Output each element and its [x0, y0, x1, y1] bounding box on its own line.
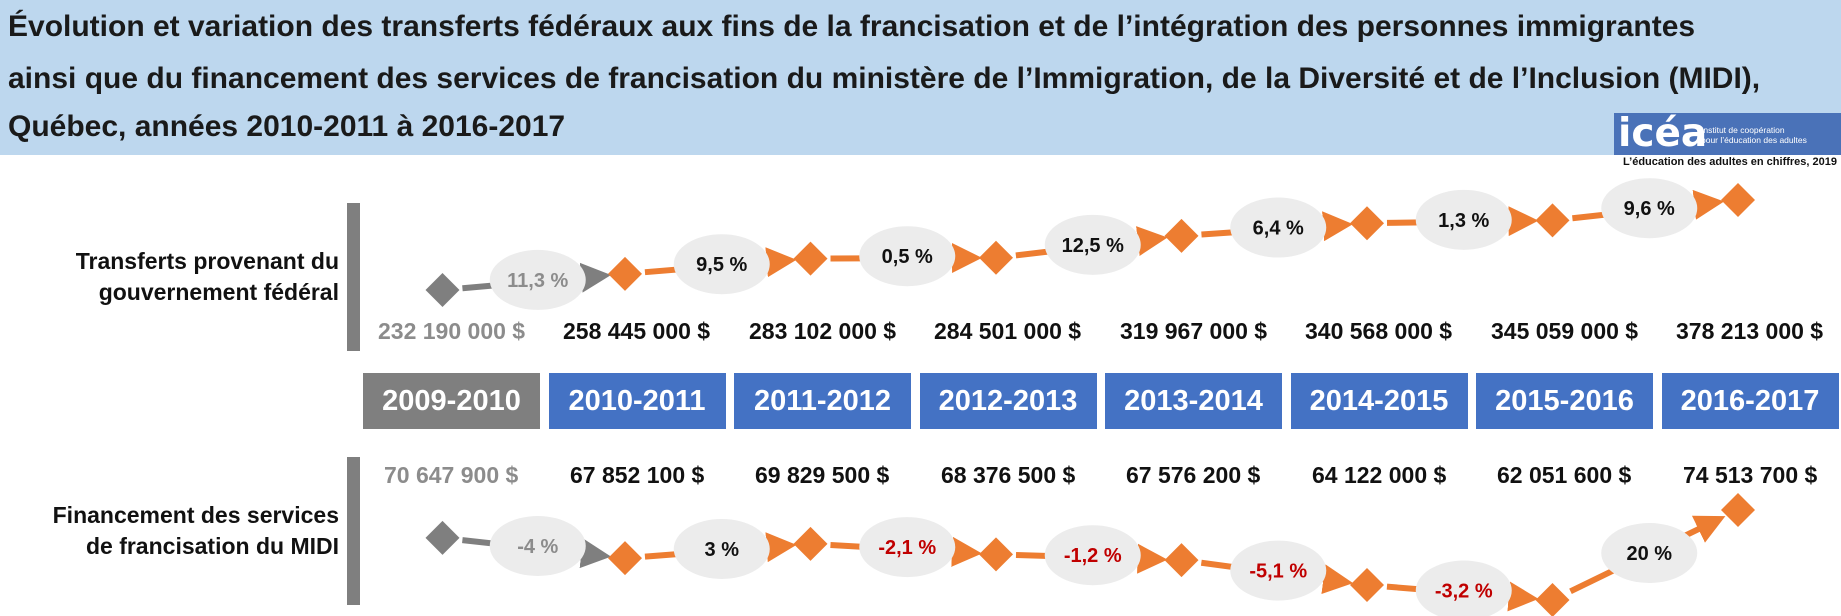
icea-logo: icéa Institut de coopération pour l’éduc…: [1614, 113, 1841, 155]
bottom-row-separator: [347, 457, 360, 605]
transferts-amount-2010-2011: 258 445 000 $: [563, 318, 711, 344]
financement-variation-label-2012-2013: -2,1 %: [878, 537, 936, 559]
transferts-variation-label-2011-2012: 9,5 %: [696, 254, 747, 276]
financement-marker-2009-2010: [425, 520, 460, 555]
financement-variation-label-2014-2015: -5,1 %: [1249, 561, 1307, 583]
financement-amount-2010-2011: 67 852 100 $: [570, 462, 705, 488]
transferts-variation-bubble-2010-2011: [489, 249, 586, 310]
transferts-variation-bubble-2013-2014: [1044, 214, 1141, 275]
financement-amount-2016-2017: 74 513 700 $: [1683, 462, 1818, 488]
transferts-variation-label-2010-2011: 11,3 %: [507, 270, 568, 292]
transferts-variation-label-2015-2016: 1,3 %: [1438, 210, 1489, 232]
transferts-marker-2013-2014: [1164, 218, 1199, 253]
financement-marker-2016-2017: [1721, 493, 1755, 527]
year-label-2012-2013: 2012-2013: [919, 373, 1097, 429]
title-line-2: ainsi que du financement des services de…: [8, 62, 1761, 95]
year-label-2015-2016: 2015-2016: [1476, 373, 1653, 429]
financement-variation-label-2016-2017: 20 %: [1626, 543, 1672, 565]
financement-variation-bubble-2010-2011: [489, 516, 586, 577]
title-line-3: Québec, années 2010-2011 à 2016-2017: [8, 110, 566, 143]
transferts-marker-2014-2015: [1350, 206, 1384, 241]
transferts-variation-bubble-2015-2016: [1415, 189, 1512, 250]
transferts-marker-2016-2017: [1721, 183, 1755, 217]
financement-variation-label-2013-2014: -1,2 %: [1064, 545, 1122, 567]
financement-amount-2012-2013: 68 376 500 $: [941, 462, 1076, 488]
transferts-amount-2014-2015: 340 568 000 $: [1305, 318, 1453, 344]
transferts-variation-bubble-2011-2012: [673, 234, 770, 295]
year-label-2010-2011: 2010-2011: [548, 373, 726, 429]
logo-mark: icéa: [1618, 111, 1708, 156]
year-label-2014-2015: 2014-2015: [1290, 373, 1468, 429]
transferts-amount-2015-2016: 345 059 000 $: [1491, 318, 1639, 344]
financement-variation-bubble-2011-2012: [673, 518, 770, 579]
series-label-financement: Financement des services de francisation…: [52, 502, 339, 559]
transferts-marker-2012-2013: [979, 240, 1013, 275]
financement-variation-label-2010-2011: -4 %: [517, 536, 558, 558]
transferts-variation-bubble-2012-2013: [859, 226, 956, 287]
transferts-amount-2016-2017: 378 213 000 $: [1676, 318, 1824, 344]
financement-marker-2011-2012: [793, 526, 828, 561]
financement-marker-2014-2015: [1350, 568, 1384, 603]
logo-subtitle-2: pour l’éducation des adultes: [1701, 135, 1807, 145]
series-label-transferts: Transferts provenant du gouvernement féd…: [75, 248, 339, 305]
financement-amount-2011-2012: 69 829 500 $: [755, 462, 890, 488]
transferts-variation-label-2013-2014: 12,5 %: [1062, 235, 1124, 257]
title-line-1: Évolution et variation des transferts fé…: [8, 10, 1696, 43]
transferts-variation-bubble-2016-2017: [1601, 178, 1698, 239]
financement-variation-label-2015-2016: -3,2 %: [1435, 581, 1493, 603]
top-row-separator: [347, 203, 360, 351]
financement-variation-bubble-2013-2014: [1044, 525, 1141, 586]
financement-marker-2010-2011: [608, 541, 642, 576]
financement-marker-2015-2016: [1535, 583, 1570, 616]
financement-amount-2009-2010: 70 647 900 $: [384, 462, 519, 488]
transferts-marker-2009-2010: [425, 273, 460, 307]
transferts-amount-2012-2013: 284 501 000 $: [934, 318, 1082, 344]
logo-caption: L’éducation des adultes en chiffres, 201…: [1623, 156, 1837, 168]
financement-amount-2014-2015: 64 122 000 $: [1312, 462, 1447, 488]
financement-variation-bubble-2015-2016: [1415, 560, 1512, 616]
transferts-variation-bubble-2014-2015: [1230, 197, 1327, 258]
financement-variation-bubble-2014-2015: [1230, 540, 1327, 601]
year-label-2011-2012: 2011-2012: [734, 373, 911, 429]
financement-variation-bubble-2012-2013: [859, 517, 956, 578]
title-banner: Évolution et variation des transferts fé…: [0, 0, 1841, 155]
transferts-amount-2013-2014: 319 967 000 $: [1120, 318, 1268, 344]
financement-variation-label-2011-2012: 3 %: [705, 539, 740, 561]
transferts-marker-2010-2011: [608, 256, 642, 291]
transferts-amount-2011-2012: 283 102 000 $: [749, 318, 897, 344]
transferts-amount-2009-2010: 232 190 000 $: [378, 318, 526, 344]
transferts-marker-2011-2012: [793, 241, 828, 276]
financement-amount-2015-2016: 62 051 600 $: [1497, 462, 1632, 488]
financement-marker-2012-2013: [979, 537, 1013, 572]
transferts-variation-label-2012-2013: 0,5 %: [882, 246, 933, 268]
transferts-variation-label-2014-2015: 6,4 %: [1253, 218, 1304, 240]
financement-variation-bubble-2016-2017: [1601, 523, 1698, 583]
year-label-2009-2010: 2009-2010: [363, 373, 540, 429]
logo-subtitle-1: Institut de coopération: [1701, 125, 1785, 135]
financement-amount-2013-2014: 67 576 200 $: [1126, 462, 1261, 488]
year-label-2013-2014: 2013-2014: [1105, 373, 1282, 429]
financement-marker-2013-2014: [1164, 543, 1199, 578]
year-label-2016-2017: 2016-2017: [1661, 373, 1839, 429]
transferts-marker-2015-2016: [1535, 203, 1570, 238]
transferts-variation-label-2016-2017: 9,6 %: [1624, 198, 1675, 220]
